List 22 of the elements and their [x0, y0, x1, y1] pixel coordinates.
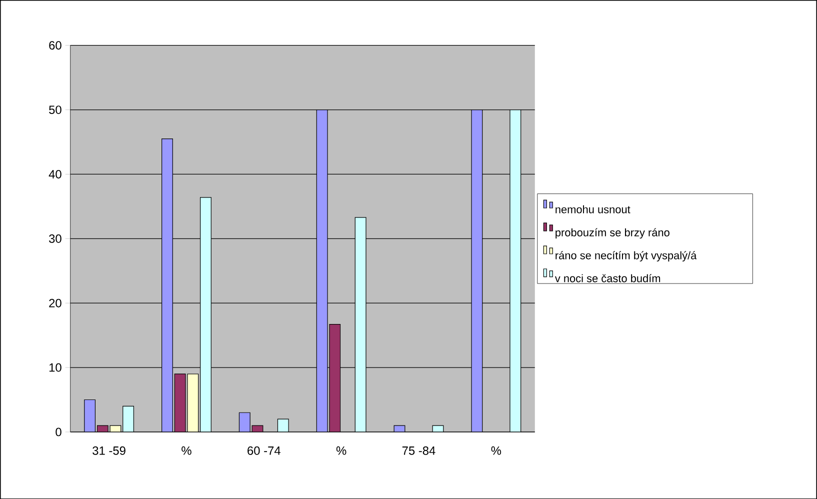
y-tick-label: 50 — [49, 105, 62, 114]
legend-label: nemohu usnout — [556, 205, 630, 214]
x-tick-label: 75 -84 — [402, 446, 436, 455]
y-tick-label: 40 — [48, 170, 62, 178]
bar — [162, 138, 173, 432]
y-tick-label: 0 — [56, 428, 62, 436]
y-tick-label: 10 — [49, 363, 62, 372]
x-tick-label: % — [491, 446, 502, 455]
y-tick-label: 20 — [49, 298, 62, 308]
x-tick-label: 60 -74 — [248, 446, 280, 455]
bar — [187, 374, 199, 432]
y-tick-label: 60 — [49, 40, 62, 50]
legend-label: v noci se často budím — [554, 274, 660, 282]
x-tick-label: % — [182, 446, 192, 455]
legend-label: ráno se necítím být vyspalý/á — [556, 251, 697, 262]
bar — [316, 109, 328, 432]
bar — [471, 109, 483, 432]
bar — [84, 399, 96, 432]
y-tick-label: 30 — [49, 234, 62, 243]
x-tick-label: % — [336, 446, 346, 455]
legend-label: probouzím se brzy ráno — [556, 228, 670, 238]
x-tick-label: 31 -59 — [92, 446, 126, 455]
